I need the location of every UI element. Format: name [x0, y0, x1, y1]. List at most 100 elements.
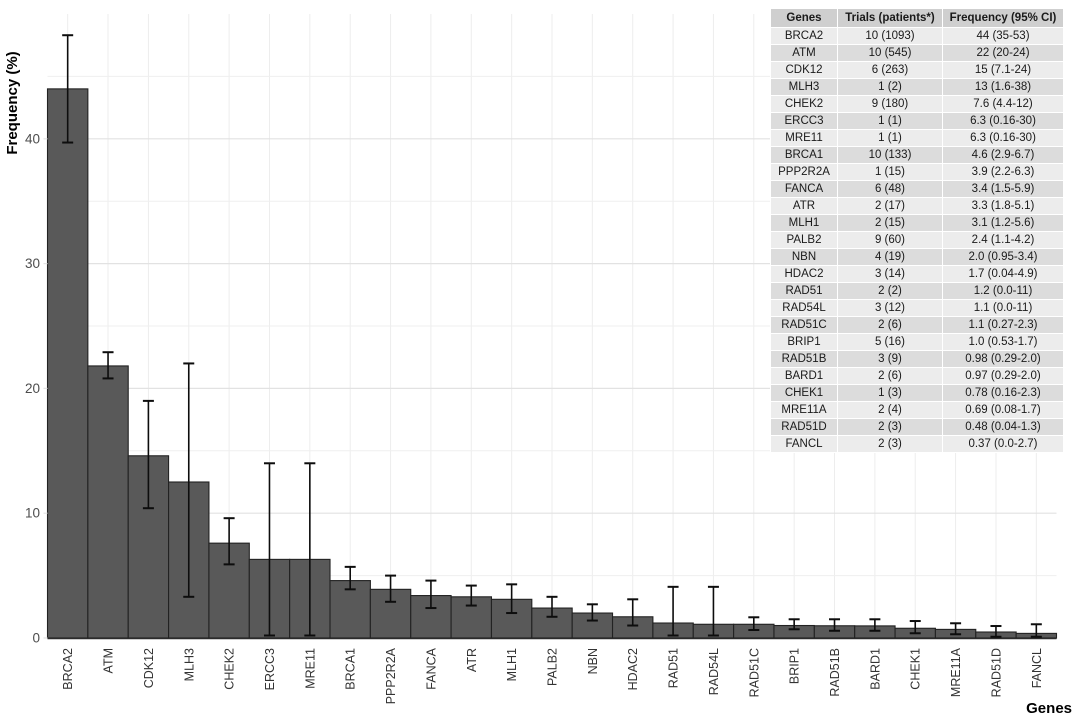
trials-cell: 2 (6) — [837, 367, 943, 385]
x-tick-label-CDK12: CDK12 — [142, 648, 156, 688]
y-axis-title: Frequency (%) — [4, 51, 21, 154]
gene-cell: MLH3 — [770, 78, 838, 96]
y-tick-label: 40 — [25, 131, 40, 146]
gene-cell: HDAC2 — [770, 265, 838, 283]
trials-cell: 2 (15) — [837, 214, 943, 232]
gene-frequency-table: Genes Trials (patients*) Frequency (95% CI… — [770, 8, 1064, 453]
table-row: BARD1 2 (6) 0.97 (0.29-2.0) — [770, 367, 1064, 385]
trials-cell: 6 (48) — [837, 180, 943, 198]
x-tick-label-PALB2: PALB2 — [546, 648, 560, 686]
gene-cell: RAD51B — [770, 350, 838, 368]
frequency-cell: 15 (7.1-24) — [942, 61, 1064, 79]
table-row: BRIP1 5 (16) 1.0 (0.53-1.7) — [770, 333, 1064, 351]
frequency-cell: 22 (20-24) — [942, 44, 1064, 62]
table-row: ERCC3 1 (1) 6.3 (0.16-30) — [770, 112, 1064, 130]
x-tick-label-PPP2R2A: PPP2R2A — [384, 647, 398, 704]
frequency-cell: 6.3 (0.16-30) — [942, 129, 1064, 147]
trials-cell: 1 (1) — [837, 112, 943, 130]
table-row: CHEK2 9 (180) 7.6 (4.4-12) — [770, 95, 1064, 113]
frequency-cell: 4.6 (2.9-6.7) — [942, 146, 1064, 164]
bar-BRCA2 — [46, 88, 89, 639]
trials-cell: 3 (12) — [837, 299, 943, 317]
table-row: MRE11 1 (1) 6.3 (0.16-30) — [770, 129, 1064, 147]
gene-cell: RAD51D — [770, 418, 838, 436]
x-tick-label-RAD51C: RAD51C — [747, 648, 761, 697]
bar-ATM — [87, 365, 129, 639]
table-header: Genes Trials (patients*) Frequency (95% CI… — [770, 8, 1064, 28]
gene-cell: CHEK1 — [770, 384, 838, 402]
trials-cell: 9 (180) — [837, 95, 943, 113]
gene-cell: NBN — [770, 248, 838, 266]
x-tick-label-RAD51D: RAD51D — [989, 648, 1003, 697]
table-row: FANCA 6 (48) 3.4 (1.5-5.9) — [770, 180, 1064, 198]
x-tick-label-BRIP1: BRIP1 — [788, 648, 802, 684]
table-row: RAD51C 2 (6) 1.1 (0.27-2.3) — [770, 316, 1064, 334]
trials-cell: 1 (1) — [837, 129, 943, 147]
gene-cell: ATR — [770, 197, 838, 215]
gene-cell: PPP2R2A — [770, 163, 838, 181]
gene-cell: BRCA1 — [770, 146, 838, 164]
y-tick-label: 10 — [25, 506, 40, 521]
frequency-cell: 1.1 (0.27-2.3) — [942, 316, 1064, 334]
x-tick-label-BARD1: BARD1 — [868, 648, 882, 690]
gene-cell: ERCC3 — [770, 112, 838, 130]
table-body: BRCA2 10 (1093) 44 (35-53) ATM 10 (545) 22 (2… — [770, 27, 1064, 453]
x-tick-label-MLH3: MLH3 — [182, 648, 196, 681]
gene-cell: ATM — [770, 44, 838, 62]
frequency-cell: 2.0 (0.95-3.4) — [942, 248, 1064, 266]
trials-cell: 2 (3) — [837, 435, 943, 453]
trials-cell: 1 (15) — [837, 163, 943, 181]
frequency-cell: 3.1 (1.2-5.6) — [942, 214, 1064, 232]
gene-cell: MRE11 — [770, 129, 838, 147]
table-header-cell: Frequency (95% CI) — [942, 8, 1064, 28]
trials-cell: 3 (9) — [837, 350, 943, 368]
x-tick-label-BRCA2: BRCA2 — [61, 648, 75, 690]
gene-cell: RAD51 — [770, 282, 838, 300]
trials-cell: 1 (2) — [837, 78, 943, 96]
trials-cell: 2 (6) — [837, 316, 943, 334]
x-tick-label-RAD51: RAD51 — [667, 648, 681, 688]
table-row: RAD51B 3 (9) 0.98 (0.29-2.0) — [770, 350, 1064, 368]
trials-cell: 2 (4) — [837, 401, 943, 419]
x-tick-label-CHEK2: CHEK2 — [223, 648, 237, 690]
y-tick-label: 20 — [25, 381, 40, 396]
gene-cell: CHEK2 — [770, 95, 838, 113]
frequency-cell: 13 (1.6-38) — [942, 78, 1064, 96]
y-tick-label: 30 — [25, 256, 40, 271]
trials-cell: 10 (545) — [837, 44, 943, 62]
trials-cell: 10 (133) — [837, 146, 943, 164]
table-row: RAD51D 2 (3) 0.48 (0.04-1.3) — [770, 418, 1064, 436]
frequency-cell: 0.48 (0.04-1.3) — [942, 418, 1064, 436]
table-header-row: Genes Trials (patients*) Frequency (95% CI… — [770, 8, 1064, 28]
table-row: BRCA1 10 (133) 4.6 (2.9-6.7) — [770, 146, 1064, 164]
x-tick-label-MLH1: MLH1 — [505, 648, 519, 681]
frequency-cell: 0.37 (0.0-2.7) — [942, 435, 1064, 453]
x-tick-label-HDAC2: HDAC2 — [626, 648, 640, 690]
gene-cell: FANCA — [770, 180, 838, 198]
trials-cell: 5 (16) — [837, 333, 943, 351]
frequency-cell: 1.2 (0.0-11) — [942, 282, 1064, 300]
gene-cell: MLH1 — [770, 214, 838, 232]
gene-cell: PALB2 — [770, 231, 838, 249]
trials-cell: 6 (263) — [837, 61, 943, 79]
frequency-cell: 44 (35-53) — [942, 27, 1064, 45]
frequency-cell: 2.4 (1.1-4.2) — [942, 231, 1064, 249]
trials-cell: 9 (60) — [837, 231, 943, 249]
y-tick-label: 0 — [32, 631, 40, 646]
gene-cell: FANCL — [770, 435, 838, 453]
gene-cell: MRE11A — [770, 401, 838, 419]
table-header-cell: Genes — [770, 8, 838, 28]
trials-cell: 10 (1093) — [837, 27, 943, 45]
table-row: PALB2 9 (60) 2.4 (1.1-4.2) — [770, 231, 1064, 249]
table-row: BRCA2 10 (1093) 44 (35-53) — [770, 27, 1064, 45]
x-tick-label-CHEK1: CHEK1 — [909, 648, 923, 690]
gene-cell: RAD54L — [770, 299, 838, 317]
frequency-cell: 0.97 (0.29-2.0) — [942, 367, 1064, 385]
table-row: MLH3 1 (2) 13 (1.6-38) — [770, 78, 1064, 96]
frequency-cell: 1.7 (0.04-4.9) — [942, 265, 1064, 283]
table-row: FANCL 2 (3) 0.37 (0.0-2.7) — [770, 435, 1064, 453]
table-row: MRE11A 2 (4) 0.69 (0.08-1.7) — [770, 401, 1064, 419]
frequency-cell: 3.4 (1.5-5.9) — [942, 180, 1064, 198]
